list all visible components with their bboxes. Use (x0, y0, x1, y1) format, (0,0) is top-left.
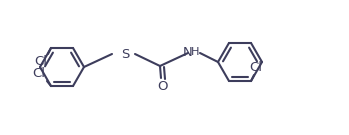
Text: Cl: Cl (250, 61, 262, 74)
Text: O: O (157, 80, 167, 92)
Text: S: S (121, 48, 129, 60)
Text: Cl: Cl (35, 55, 47, 68)
Text: H: H (191, 47, 199, 57)
Text: Cl: Cl (32, 67, 45, 80)
Text: N: N (183, 45, 193, 58)
